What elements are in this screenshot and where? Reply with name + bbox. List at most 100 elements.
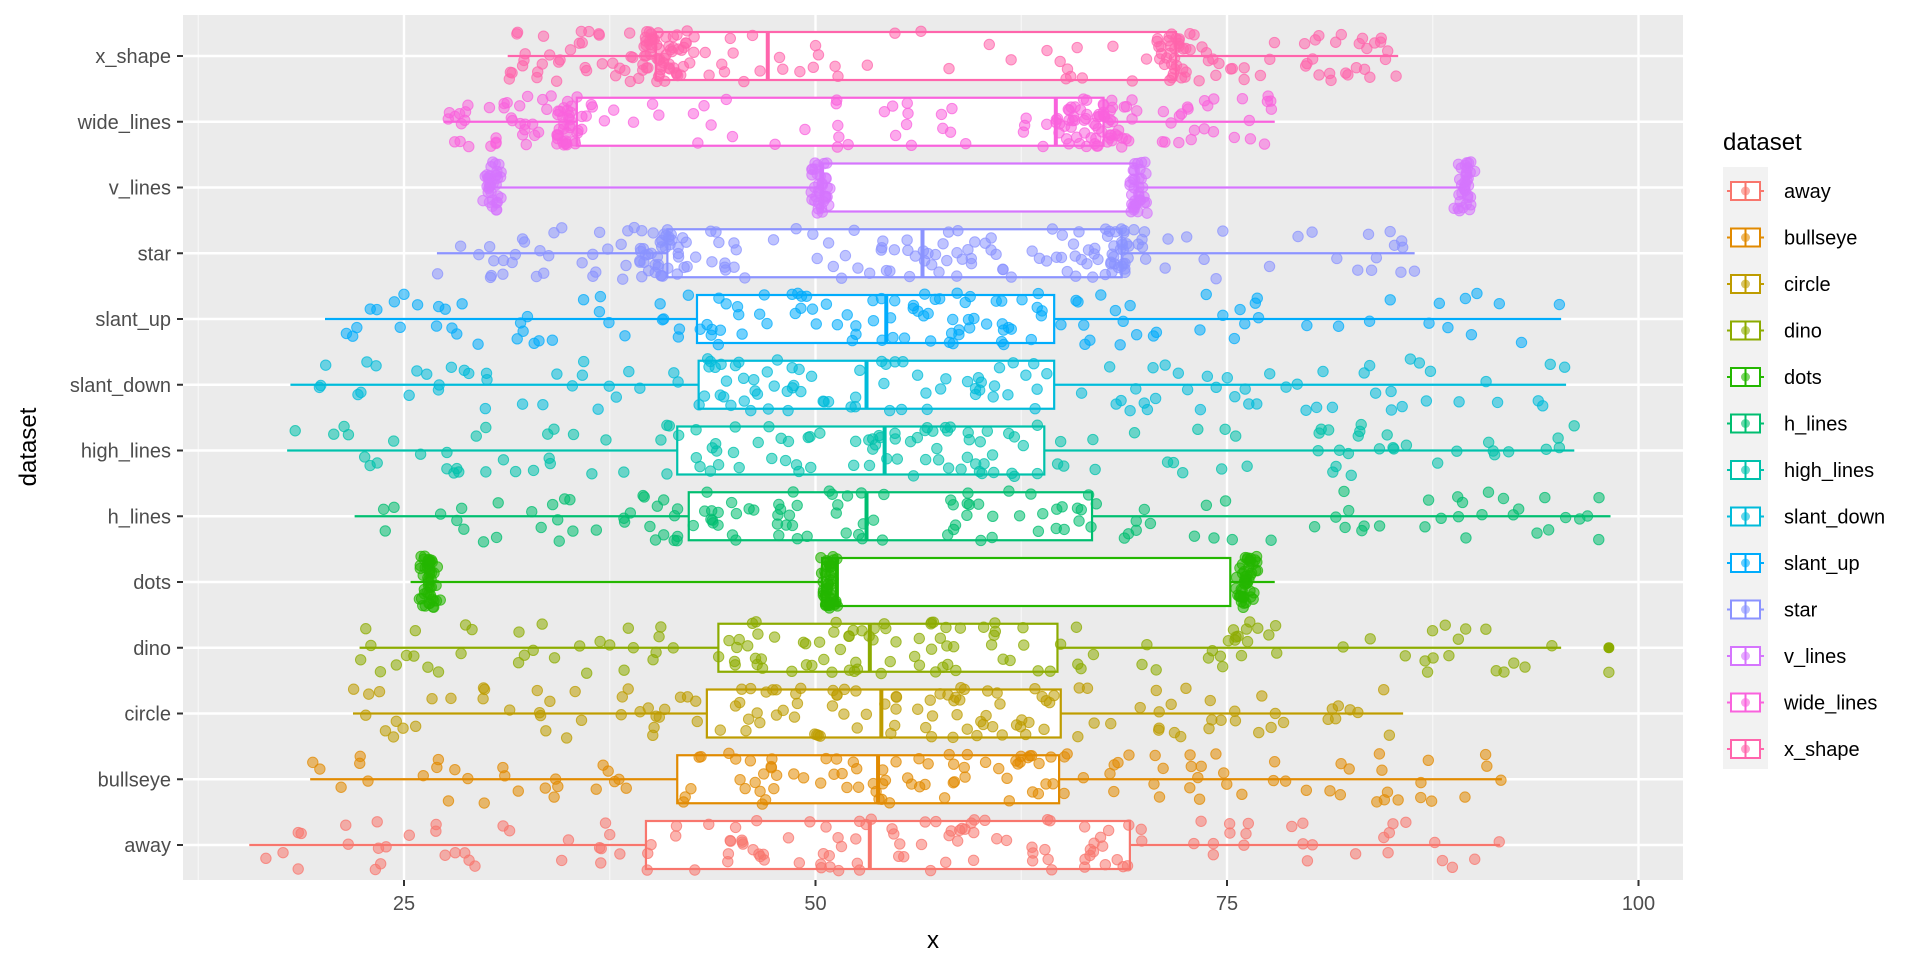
data-point (771, 354, 784, 366)
data-point (835, 272, 848, 284)
data-point (1038, 723, 1050, 736)
data-point (1104, 767, 1116, 780)
data-point (888, 719, 901, 732)
data-point (590, 783, 602, 795)
data-point (1334, 789, 1347, 801)
data-point (884, 655, 896, 668)
y-tick-label: away (124, 835, 171, 857)
data-point (932, 454, 945, 466)
data-point (1139, 253, 1152, 265)
data-point (1082, 489, 1095, 501)
data-point (480, 466, 492, 478)
data-point (1135, 823, 1147, 836)
data-point (1381, 786, 1394, 798)
data-point (1130, 515, 1142, 527)
data-point (722, 855, 734, 868)
data-point (1026, 786, 1039, 798)
data-point (775, 432, 787, 445)
data-point (1071, 41, 1083, 54)
x-tick-label: 50 (804, 893, 826, 915)
data-point (1087, 433, 1099, 446)
legend-label: slant_down (1784, 507, 1885, 529)
data-point (849, 391, 862, 403)
data-point (1363, 315, 1376, 327)
data-point (945, 327, 958, 340)
data-point (981, 685, 994, 697)
data-point (671, 268, 683, 280)
data-point (985, 639, 998, 651)
data-point (1121, 860, 1134, 872)
data-point (362, 775, 374, 787)
data-point (1396, 400, 1408, 413)
data-point (546, 334, 559, 346)
data-point (1180, 231, 1193, 243)
data-point (851, 722, 863, 734)
data-point (1195, 760, 1207, 773)
data-point (619, 330, 631, 342)
data-point (1130, 383, 1142, 395)
data-point (1241, 635, 1254, 648)
data-point (788, 768, 800, 780)
data-point (975, 376, 987, 388)
data-point (1219, 423, 1231, 435)
data-point (1069, 114, 1081, 127)
data-point (987, 391, 999, 403)
data-point (917, 245, 930, 257)
data-point (454, 240, 467, 252)
data-point (1452, 633, 1465, 645)
data-point (730, 753, 742, 765)
data-point (1480, 623, 1492, 635)
data-point (749, 776, 761, 789)
data-point (729, 659, 741, 671)
data-point (1358, 520, 1370, 532)
data-point (1378, 684, 1390, 696)
data-point (364, 459, 376, 472)
data-point (1089, 463, 1101, 476)
data-point (1207, 848, 1220, 861)
data-point (831, 318, 844, 331)
data-point (773, 51, 786, 64)
data-point (754, 716, 766, 729)
data-point (813, 636, 826, 648)
data-point (1031, 419, 1044, 431)
data-point (1016, 293, 1028, 306)
data-point (877, 764, 889, 776)
data-point (1132, 238, 1144, 250)
data-point (422, 661, 434, 673)
data-point (446, 322, 458, 334)
y-tick-label: high_lines (81, 441, 171, 463)
data-point (1054, 435, 1067, 448)
data-point (618, 466, 630, 478)
data-point (679, 791, 691, 803)
data-point (526, 118, 539, 130)
data-point (463, 140, 475, 153)
data-point (1200, 499, 1213, 511)
data-point (894, 838, 906, 850)
data-point (890, 691, 903, 703)
data-point (1229, 430, 1242, 442)
data-point (587, 270, 599, 282)
data-point (1208, 532, 1220, 544)
legend-point (1741, 372, 1750, 382)
data-point (1217, 225, 1229, 237)
data-point (831, 94, 843, 106)
data-point (756, 798, 769, 810)
data-point (1053, 118, 1066, 130)
data-point (889, 356, 901, 368)
data-point (623, 27, 636, 39)
data-point (714, 724, 727, 736)
data-point (1058, 787, 1070, 800)
data-point (1333, 444, 1346, 456)
data-point (724, 32, 737, 45)
data-point (1342, 69, 1354, 81)
data-point (1559, 511, 1572, 524)
data-point (913, 659, 926, 671)
data-point (576, 257, 588, 269)
data-point (1459, 623, 1472, 635)
data-point (1468, 165, 1481, 177)
data-point (488, 255, 500, 267)
data-point (657, 494, 670, 506)
data-point (480, 421, 492, 434)
data-point (1268, 36, 1281, 49)
data-point (1153, 706, 1165, 718)
